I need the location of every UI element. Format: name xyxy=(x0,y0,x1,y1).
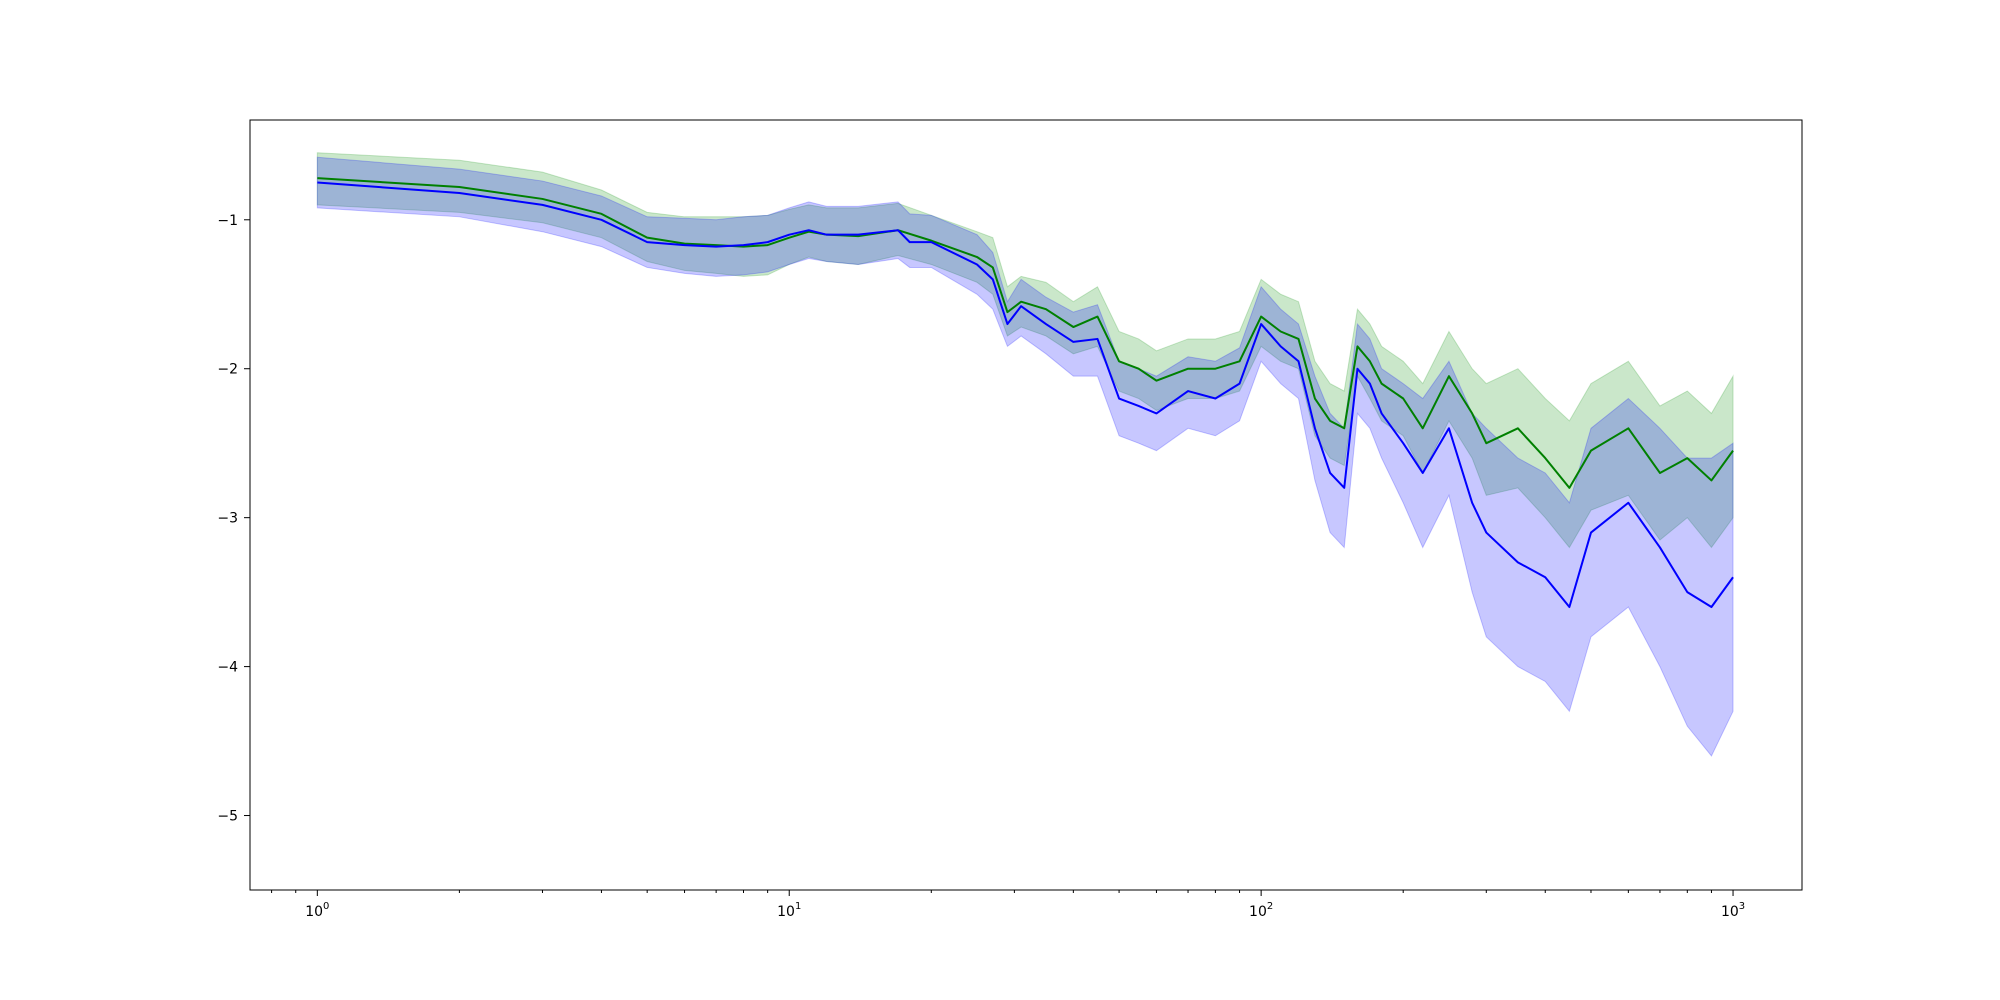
x-tick-label: 103 xyxy=(1721,901,1745,920)
line-series-1 xyxy=(317,177,1734,489)
x-tick-exponent: 2 xyxy=(1267,901,1273,912)
y-tick-label: −2 xyxy=(217,362,238,378)
x-axis: 100 101 102 103 xyxy=(271,890,1745,920)
plot-frame xyxy=(249,119,1803,891)
x-tick-label: 102 xyxy=(1249,901,1273,920)
y-tick-label: −5 xyxy=(217,809,238,825)
y-tick-label: −1 xyxy=(217,213,238,229)
x-tick-label: 101 xyxy=(777,901,801,920)
y-tick-label: −3 xyxy=(217,511,238,527)
x-tick-exponent: 3 xyxy=(1739,901,1745,912)
x-tick-base: 10 xyxy=(1721,904,1739,920)
band-series-2 xyxy=(316,156,1734,757)
x-tick-base: 10 xyxy=(305,904,323,920)
x-tick-base: 10 xyxy=(777,904,795,920)
x-tick-base: 10 xyxy=(1249,904,1267,920)
line-series-2 xyxy=(317,181,1734,609)
x-tick-exponent: 1 xyxy=(795,901,801,912)
x-tick-label: 100 xyxy=(305,901,329,920)
band-series-1 xyxy=(316,152,1734,549)
plot-background xyxy=(250,120,1802,890)
confidence-bands xyxy=(316,152,1734,757)
x-tick-exponent: 0 xyxy=(323,901,329,912)
y-tick-label: −4 xyxy=(217,660,238,676)
series-lines xyxy=(317,177,1734,609)
y-axis: −1 −2 −3 −4 −5 xyxy=(217,213,250,825)
